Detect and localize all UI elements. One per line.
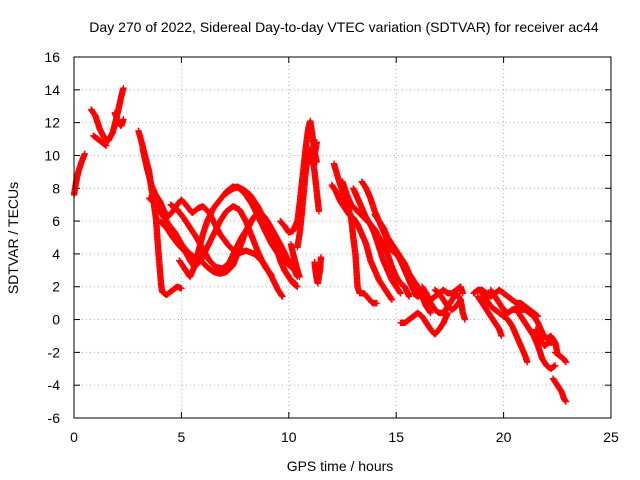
y-tick-label: 0: [52, 312, 60, 328]
data-track: [474, 293, 505, 340]
x-tick-labels: 0 5 10 15 20 25: [70, 429, 619, 445]
data-track: [397, 309, 451, 338]
data-track: [487, 286, 559, 372]
data-point: [562, 398, 570, 405]
y-tick-label: 10: [44, 147, 60, 163]
y-tick-label: 6: [52, 213, 60, 229]
data-track: [418, 283, 469, 323]
data-point: [120, 116, 127, 123]
x-tick-label: 10: [281, 429, 297, 445]
data-point: [286, 262, 293, 269]
y-tick-label: 2: [52, 279, 60, 295]
y-tick-label: 8: [52, 180, 60, 196]
x-axis-label: GPS time / hours: [287, 458, 394, 474]
data-track: [309, 139, 320, 167]
y-tick-label: -4: [48, 377, 61, 393]
data-point: [178, 285, 185, 292]
data-track: [111, 109, 127, 130]
data-track: [431, 286, 464, 313]
y-tick-label: 16: [44, 49, 60, 65]
data-point: [562, 359, 570, 366]
data-track: [87, 84, 127, 144]
data-point: [279, 293, 286, 300]
data-point: [498, 332, 505, 340]
data-point: [461, 316, 469, 323]
data-point: [287, 263, 294, 270]
data-point: [388, 296, 396, 304]
data-track: [350, 185, 413, 300]
x-tick-label: 5: [178, 429, 186, 445]
data-track: [287, 240, 303, 281]
data-point: [397, 290, 404, 297]
data-point: [459, 290, 466, 297]
data-points: [70, 84, 570, 405]
data-track: [470, 286, 542, 320]
data-point: [549, 339, 557, 346]
data-point: [309, 160, 316, 167]
data-point: [524, 359, 531, 366]
x-tick-label: 15: [388, 429, 404, 445]
data-track: [513, 303, 561, 356]
data-point: [81, 150, 88, 158]
data-point: [373, 299, 381, 307]
data-point: [268, 272, 275, 279]
x-tick-label: 0: [70, 429, 78, 445]
data-point: [457, 296, 464, 304]
plot-frame: [73, 56, 612, 419]
data-track: [532, 326, 557, 349]
data-point: [315, 208, 323, 215]
data-point: [287, 263, 295, 271]
data-point: [317, 253, 325, 261]
y-tick-labels: -6 -4 -2 0 2 4 6 8 10 12 14 16: [44, 49, 60, 426]
data-point: [294, 283, 301, 290]
data-point: [427, 309, 434, 317]
y-tick-label: 4: [52, 246, 60, 262]
data-point: [551, 362, 559, 369]
data-point: [405, 293, 413, 300]
y-tick-label: 14: [44, 82, 60, 98]
data-track: [311, 253, 325, 287]
data-track: [90, 132, 110, 149]
y-tick-label: -2: [48, 344, 61, 360]
x-tick-label: 25: [603, 429, 619, 445]
data-point: [103, 142, 110, 149]
data-point: [120, 84, 127, 92]
y-axis-label: SDTVAR / TECUs: [5, 182, 21, 294]
chart-title: Day 270 of 2022, Sidereal Day-to-day VTE…: [89, 19, 599, 35]
data-track: [478, 290, 531, 366]
data-point: [296, 273, 303, 281]
data-track: [221, 183, 301, 290]
y-tick-label: -6: [48, 410, 61, 426]
y-tick-label: 12: [44, 115, 60, 131]
x-tick-label: 20: [496, 429, 512, 445]
data-track: [551, 349, 570, 366]
data-track: [549, 375, 570, 405]
